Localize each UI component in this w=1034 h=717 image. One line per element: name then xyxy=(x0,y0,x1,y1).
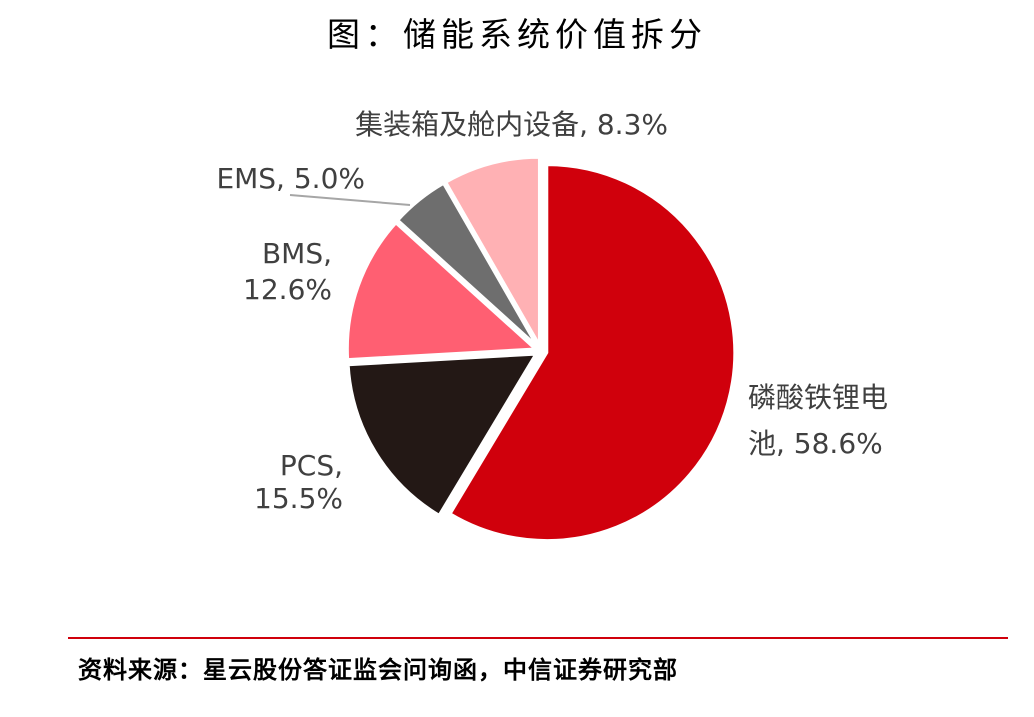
pie-slice-3 xyxy=(395,181,539,348)
pie-slice-0 xyxy=(448,163,737,543)
slice-label-3: EMS, 5.0% xyxy=(216,162,365,195)
leader-line-3 xyxy=(289,194,411,206)
chart-title: 图：储能系统价值拆分 xyxy=(327,15,707,54)
pie-slice-1 xyxy=(346,352,539,518)
pie-chart: 磷酸铁锂电池, 58.6% PCS, 15.5% BMS, 12.6% EMS, 5.0%… xyxy=(216,108,888,543)
source-note: 资料来源：星云股份答证监会问询函，中信证券研究部 xyxy=(78,656,678,684)
leader-lines xyxy=(289,194,411,206)
pie-slices xyxy=(345,155,737,543)
slice-labels: 磷酸铁锂电池, 58.6% PCS, 15.5% BMS, 12.6% EMS, 5.0%… xyxy=(216,108,888,515)
source-divider xyxy=(68,637,1008,639)
pie-slice-4 xyxy=(443,155,541,351)
slice-label-2: BMS, 12.6% xyxy=(243,237,332,306)
slice-label-1: PCS, 15.5% xyxy=(254,449,343,515)
pie-slice-2 xyxy=(345,220,540,362)
slice-label-0: 磷酸铁锂电池, 58.6% xyxy=(748,381,888,460)
slice-label-4: 集装箱及舱内设备, 8.3% xyxy=(355,108,668,141)
